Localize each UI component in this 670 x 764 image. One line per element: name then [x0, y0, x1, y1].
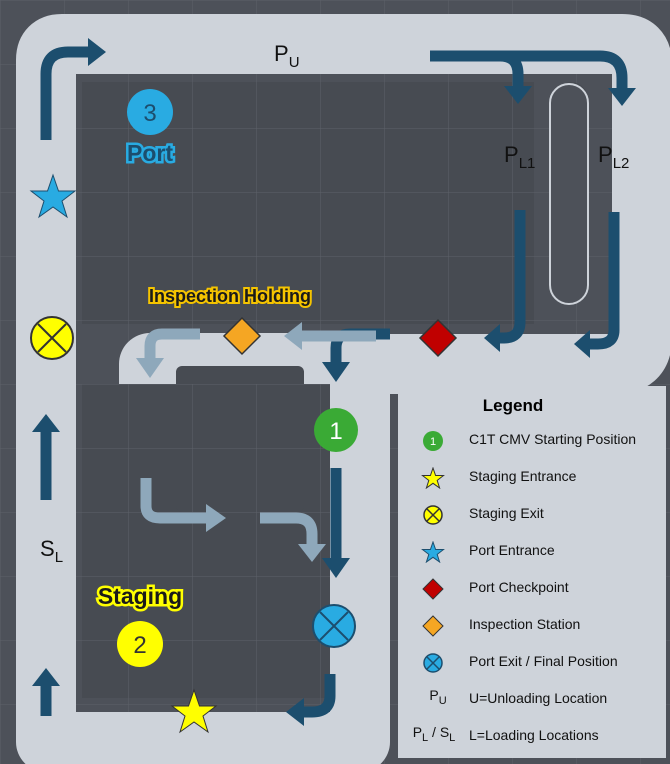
- start-number: 1: [329, 418, 342, 445]
- green-circle-icon: 1: [423, 431, 443, 451]
- legend-text: Inspection Station: [469, 616, 581, 632]
- legend-row: Staging Exit: [398, 500, 666, 530]
- inspection-holding-label: Inspection Holding: [149, 286, 311, 306]
- legend-text: Port Entrance: [469, 542, 555, 558]
- legend-text: Port Exit / Final Position: [469, 653, 618, 669]
- legend-row: Inspection Station: [398, 611, 666, 641]
- yellow-x-circle-icon: [30, 316, 74, 360]
- legend-row: Port Checkpoint: [398, 574, 666, 604]
- legend-row: Staging Entrance: [398, 463, 666, 493]
- legend: Legend 1 C1T CMV Starting Position Stagi…: [398, 386, 666, 758]
- green-circle-icon: [314, 408, 358, 452]
- legend-text: Port Checkpoint: [469, 579, 569, 595]
- pl1-label: PL1: [504, 142, 535, 172]
- pu-label: PU: [274, 41, 300, 71]
- flow-arrowheads-dark: [32, 38, 636, 726]
- legend-row: Port Exit / Final Position: [398, 648, 666, 678]
- legend-text: U=Unloading Location: [469, 690, 608, 706]
- legend-row: 1 C1T CMV Starting Position: [398, 426, 666, 456]
- legend-row-pl-sl: PL / SL L=Loading Locations: [398, 722, 666, 752]
- legend-text: L=Loading Locations: [469, 727, 599, 743]
- pl2-label: PL2: [598, 142, 629, 172]
- red-diamond-icon: [418, 318, 458, 358]
- legend-text: Staging Exit: [469, 505, 544, 521]
- blue-star-icon: [29, 173, 77, 219]
- staging-label: Staging: [98, 583, 182, 609]
- flow-arrowheads-light: [136, 322, 326, 562]
- blue-x-circle-icon: [423, 653, 443, 673]
- staging-number: 2: [133, 632, 146, 659]
- legend-row-pu: PU U=Unloading Location: [398, 685, 666, 715]
- staging-number-circle: [117, 621, 163, 667]
- port-number-circle: [127, 89, 173, 135]
- orange-diamond-icon: [422, 615, 444, 637]
- legend-text: Staging Entrance: [469, 468, 577, 484]
- lane-divider: [549, 83, 589, 305]
- port-number: 3: [143, 100, 156, 127]
- pl-sl-symbol: PL / SL: [412, 724, 456, 744]
- red-diamond-icon: [422, 578, 444, 600]
- pu-symbol: PU: [429, 687, 447, 707]
- port-label: Port: [127, 140, 173, 166]
- legend-text: C1T CMV Starting Position: [469, 431, 637, 447]
- legend-row: Port Entrance: [398, 537, 666, 567]
- blue-x-circle-icon: [312, 604, 356, 648]
- yellow-star-icon: [421, 467, 445, 489]
- svg-text:1: 1: [430, 436, 436, 448]
- sl-label: SL: [40, 536, 63, 566]
- blue-star-icon: [421, 541, 445, 563]
- orange-diamond-icon: [222, 316, 262, 356]
- legend-title: Legend: [482, 396, 544, 415]
- yellow-star-icon: [170, 688, 218, 734]
- flow-arrows-light: [140, 328, 376, 546]
- yellow-x-circle-icon: [423, 505, 443, 525]
